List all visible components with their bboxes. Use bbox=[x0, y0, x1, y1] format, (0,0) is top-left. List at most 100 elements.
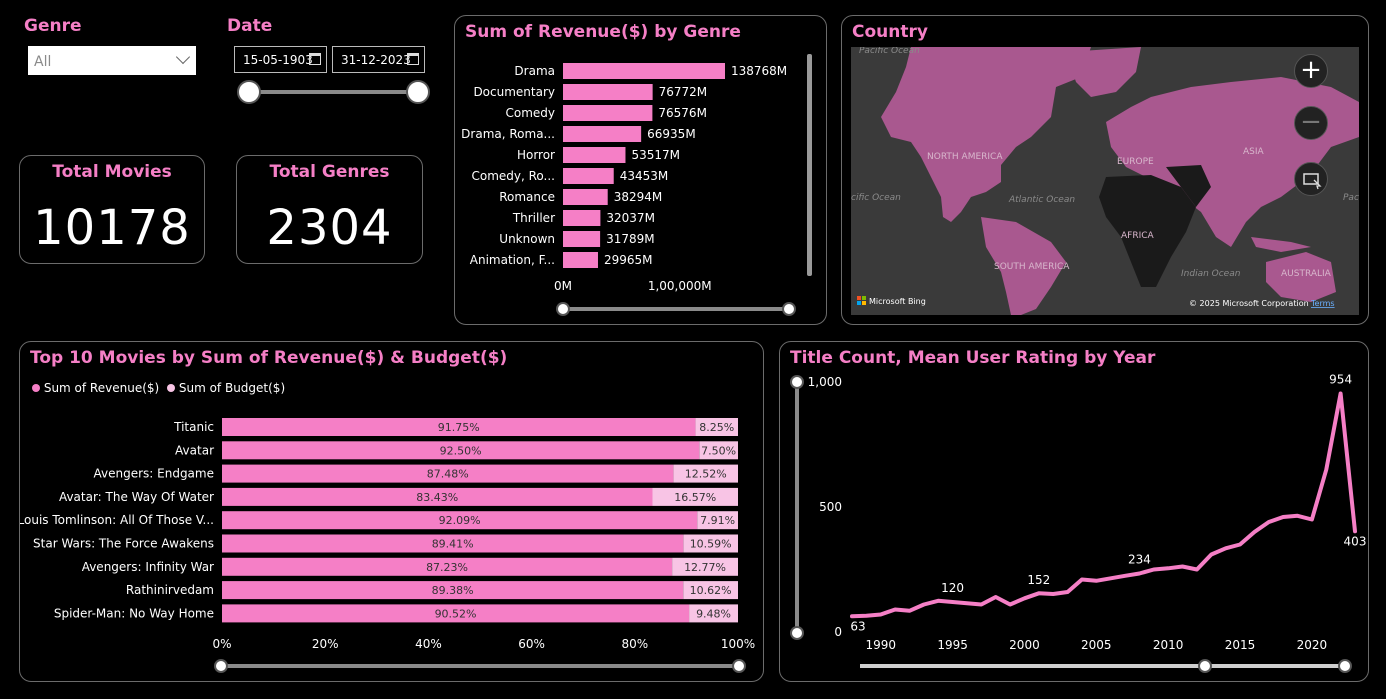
revenue-bar-segment bbox=[222, 511, 698, 530]
genre-axis-slider-end[interactable] bbox=[782, 302, 796, 316]
revenue-bar-segment bbox=[222, 487, 653, 506]
genre-category-label: Drama bbox=[514, 64, 555, 78]
map-label: EUROPE bbox=[1117, 157, 1154, 167]
revenue-bar-segment bbox=[222, 441, 700, 460]
genre-axis-slider-track[interactable] bbox=[565, 307, 791, 311]
year-chart-card: Title Count, Mean User Rating by Year 1,… bbox=[779, 341, 1369, 682]
minus-icon: − bbox=[1300, 107, 1322, 137]
genre-bar bbox=[563, 147, 626, 163]
genre-category-label: Animation, F... bbox=[470, 253, 555, 267]
genre-category-label: Horror bbox=[517, 148, 555, 162]
genre-value-label: 76576M bbox=[658, 106, 707, 120]
budget-bar-segment bbox=[697, 511, 738, 530]
date-range-track[interactable] bbox=[248, 90, 418, 94]
chevron-down-icon bbox=[175, 49, 191, 65]
revenue-data-label: 90.52% bbox=[435, 607, 477, 620]
map-terms-link[interactable]: Terms bbox=[1310, 299, 1335, 308]
calendar-icon[interactable] bbox=[407, 53, 419, 65]
map-label: Pacific Ocean bbox=[859, 47, 920, 56]
movies-axis-slider-end[interactable] bbox=[732, 659, 746, 673]
calendar-icon[interactable] bbox=[309, 53, 321, 65]
year-x-tick: 1995 bbox=[937, 638, 968, 652]
genre-category-label: Comedy bbox=[505, 106, 555, 120]
year-y-tick: 1,000 bbox=[808, 375, 842, 389]
genre-value-label: 31789M bbox=[606, 232, 655, 246]
y-axis-slider-bottom[interactable] bbox=[790, 626, 804, 640]
zoom-in-button[interactable]: + bbox=[1294, 54, 1328, 88]
select-region-button[interactable] bbox=[1294, 162, 1328, 196]
genre-value-label: 138768M bbox=[731, 64, 787, 78]
south-america-region bbox=[981, 217, 1066, 315]
year-point-label: 954 bbox=[1329, 373, 1352, 387]
movie-category-label: Rathinirvedam bbox=[126, 583, 214, 597]
genre-value-label: 53517M bbox=[631, 148, 680, 162]
genre-category-label: Documentary bbox=[473, 85, 555, 99]
world-map[interactable]: Pacific Ocean cific Ocean Atlantic Ocean… bbox=[851, 47, 1359, 315]
kpi-label: Total Genres bbox=[269, 162, 390, 182]
y-axis-slider-top[interactable] bbox=[790, 375, 804, 389]
x-axis-slider-end[interactable] bbox=[1338, 659, 1352, 673]
budget-data-label: 12.77% bbox=[684, 561, 726, 574]
country-map-title: Country bbox=[852, 22, 928, 42]
date-start-value: 15-05-1903 bbox=[243, 53, 313, 67]
movie-category-label: Star Wars: The Force Awakens bbox=[33, 537, 214, 551]
zoom-out-button[interactable]: − bbox=[1294, 106, 1328, 140]
genre-dropdown[interactable]: All bbox=[28, 46, 196, 75]
genre-chart-scrollbar[interactable] bbox=[807, 54, 812, 276]
kpi-value: 2304 bbox=[266, 200, 393, 256]
revenue-bar-segment bbox=[222, 604, 690, 623]
genre-bar bbox=[563, 84, 653, 100]
year-y-tick: 0 bbox=[834, 625, 842, 639]
selection-icon bbox=[1303, 173, 1322, 190]
genre-category-label: Comedy, Ro... bbox=[471, 169, 555, 183]
genre-category-label: Romance bbox=[499, 190, 555, 204]
country-map-card: Country Pacific Ocean cific Ocean Atlant… bbox=[841, 15, 1369, 325]
y-axis-slider-track[interactable] bbox=[795, 382, 799, 632]
revenue-bar-segment bbox=[222, 581, 684, 600]
africa-region bbox=[1099, 175, 1196, 287]
x-axis-slider-start[interactable] bbox=[1198, 659, 1212, 673]
date-start-input[interactable]: 15-05-1903 bbox=[234, 46, 327, 73]
year-x-tick: 2000 bbox=[1009, 638, 1040, 652]
budget-data-label: 7.50% bbox=[701, 444, 736, 457]
budget-bar-segment bbox=[672, 557, 738, 576]
date-end-handle[interactable] bbox=[406, 80, 430, 104]
revenue-data-label: 92.50% bbox=[440, 444, 482, 457]
movies-axis-slider-track[interactable] bbox=[222, 664, 738, 668]
indonesia-region bbox=[1251, 237, 1311, 252]
budget-data-label: 10.62% bbox=[690, 584, 732, 597]
genre-axis-tick: 1,00,000M bbox=[648, 279, 712, 293]
movies-axis-tick: 0% bbox=[212, 637, 231, 651]
year-x-tick: 2020 bbox=[1297, 638, 1328, 652]
year-y-tick: 500 bbox=[819, 500, 842, 514]
budget-bar-segment bbox=[699, 441, 738, 460]
year-x-tick: 2005 bbox=[1081, 638, 1112, 652]
date-end-input[interactable]: 31-12-2023 bbox=[332, 46, 425, 73]
revenue-data-label: 83.43% bbox=[416, 491, 458, 504]
movie-category-label: Avatar: The Way Of Water bbox=[59, 490, 214, 504]
year-point-label: 120 bbox=[941, 581, 964, 595]
genre-value-label: 43453M bbox=[620, 169, 669, 183]
year-point-label: 234 bbox=[1128, 553, 1151, 567]
movies-axis-slider-start[interactable] bbox=[214, 659, 228, 673]
date-start-handle[interactable] bbox=[237, 80, 261, 104]
budget-data-label: 10.59% bbox=[690, 538, 732, 551]
movie-category-label: Spider-Man: No Way Home bbox=[54, 606, 214, 620]
chart-legend: Sum of Revenue($) Sum of Budget($) bbox=[32, 381, 285, 395]
x-axis-slider-track[interactable] bbox=[860, 664, 1347, 668]
date-slicer-title: Date bbox=[227, 16, 273, 36]
genre-category-label: Unknown bbox=[499, 232, 555, 246]
date-end-value: 31-12-2023 bbox=[341, 53, 411, 67]
genre-bar bbox=[563, 210, 601, 226]
kpi-value: 10178 bbox=[33, 200, 191, 256]
genre-value-label: 29965M bbox=[604, 253, 653, 267]
plus-icon: + bbox=[1300, 55, 1322, 85]
genre-bar bbox=[563, 252, 598, 268]
revenue-data-label: 91.75% bbox=[438, 421, 480, 434]
genre-slicer-title: Genre bbox=[24, 16, 82, 36]
budget-data-label: 12.52% bbox=[685, 468, 727, 481]
movie-category-label: Avengers: Infinity War bbox=[82, 560, 214, 574]
budget-bar-segment bbox=[689, 604, 738, 623]
revenue-data-label: 92.09% bbox=[439, 514, 481, 527]
genre-axis-slider-start[interactable] bbox=[556, 302, 570, 316]
